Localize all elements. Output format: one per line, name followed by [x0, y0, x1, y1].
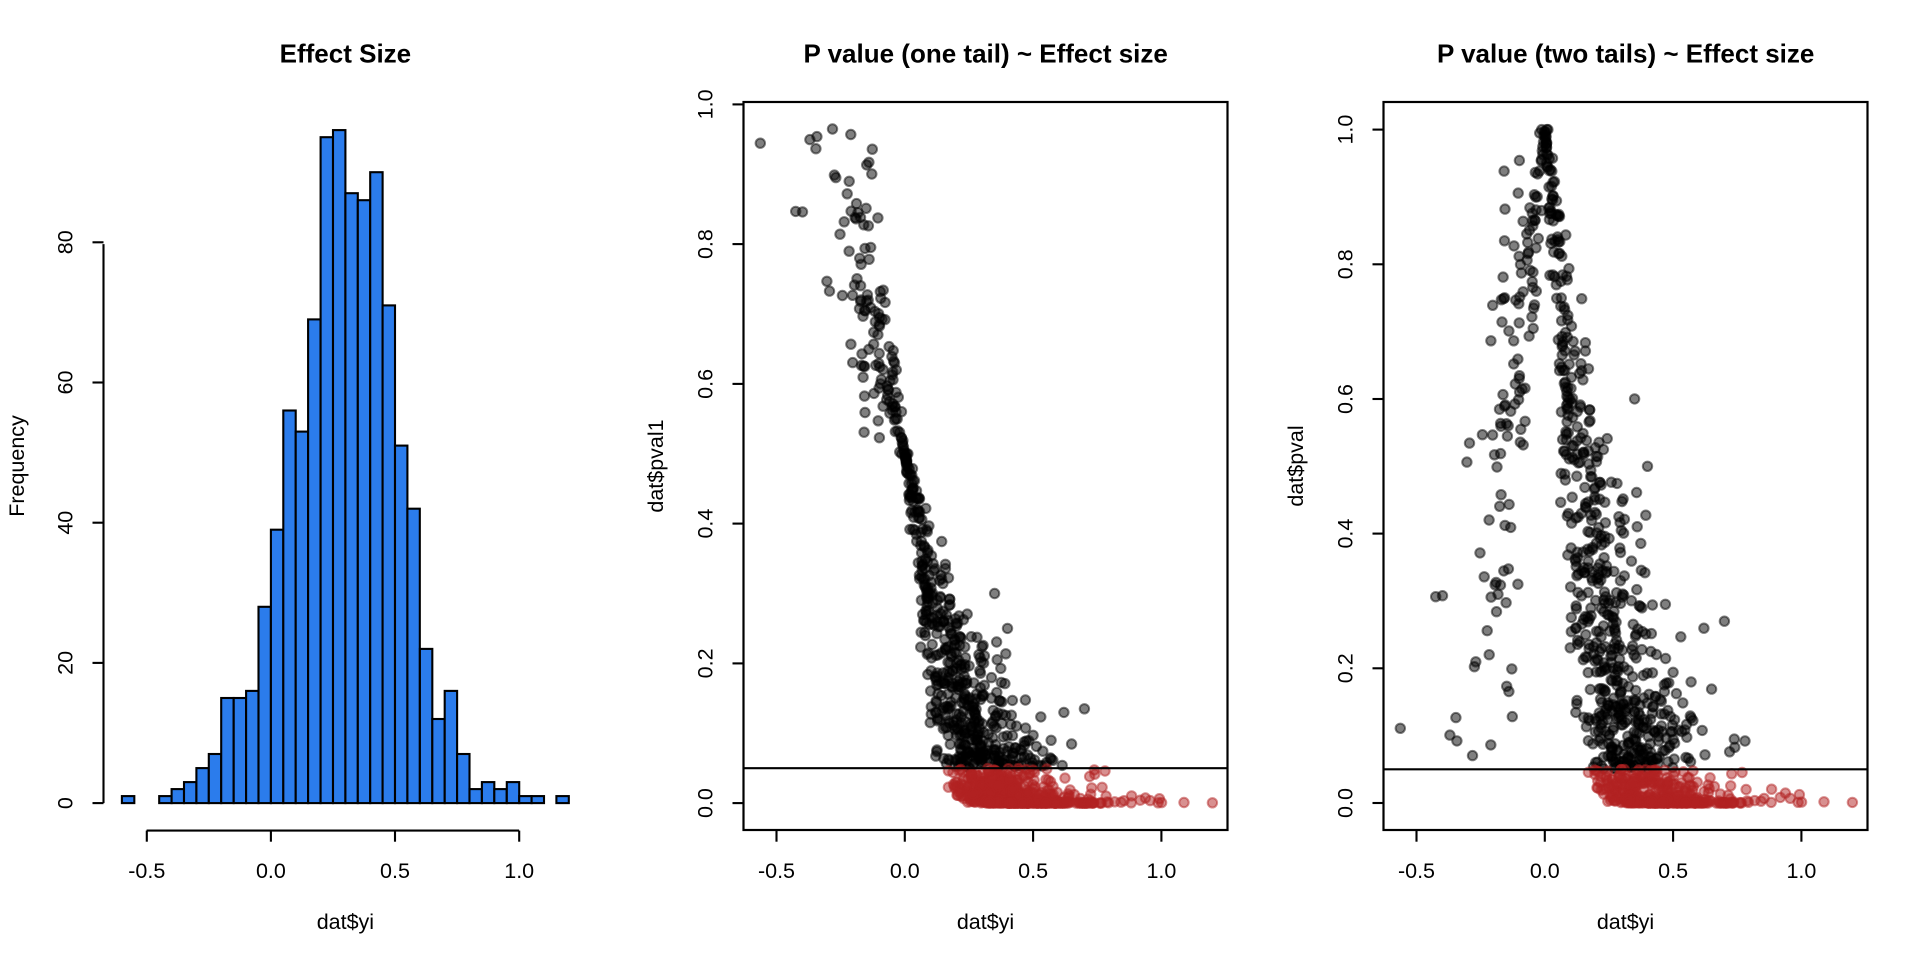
svg-text:1.0: 1.0 [504, 859, 534, 883]
svg-text:0.0: 0.0 [1334, 788, 1358, 818]
svg-text:Effect Size: Effect Size [280, 38, 412, 68]
svg-text:dat$yi: dat$yi [1597, 910, 1654, 934]
svg-text:dat$pval: dat$pval [1284, 425, 1308, 506]
svg-text:0.2: 0.2 [1334, 653, 1358, 683]
svg-text:0: 0 [54, 797, 78, 809]
svg-text:1.0: 1.0 [1146, 859, 1176, 883]
svg-text:20: 20 [54, 651, 78, 675]
svg-text:dat$yi: dat$yi [317, 910, 374, 934]
svg-text:0.6: 0.6 [1334, 384, 1358, 414]
svg-text:0.0: 0.0 [890, 859, 920, 883]
svg-text:0.5: 0.5 [380, 859, 410, 883]
svg-text:40: 40 [54, 511, 78, 535]
svg-text:0.6: 0.6 [694, 369, 718, 399]
svg-text:0.0: 0.0 [694, 788, 718, 818]
svg-text:dat$pval1: dat$pval1 [644, 419, 668, 512]
svg-text:60: 60 [54, 371, 78, 395]
svg-text:dat$yi: dat$yi [957, 910, 1014, 934]
svg-text:0.2: 0.2 [694, 648, 718, 678]
svg-text:0.8: 0.8 [1334, 249, 1358, 279]
svg-text:0.8: 0.8 [694, 229, 718, 259]
svg-text:0.5: 0.5 [1018, 859, 1048, 883]
svg-text:P value (one tail) ~ Effect si: P value (one tail) ~ Effect size [804, 38, 1168, 68]
svg-text:0.0: 0.0 [1530, 859, 1560, 883]
svg-text:0.0: 0.0 [256, 859, 286, 883]
svg-text:P value (two tails) ~ Effect s: P value (two tails) ~ Effect size [1437, 38, 1814, 68]
svg-text:0.4: 0.4 [694, 509, 718, 539]
svg-text:1.0: 1.0 [1786, 859, 1816, 883]
svg-text:-0.5: -0.5 [128, 859, 165, 883]
svg-text:-0.5: -0.5 [1398, 859, 1435, 883]
svg-text:1.0: 1.0 [1334, 115, 1358, 145]
svg-text:1.0: 1.0 [694, 89, 718, 119]
svg-text:0.4: 0.4 [1334, 519, 1358, 549]
svg-text:0.5: 0.5 [1658, 859, 1688, 883]
svg-text:80: 80 [54, 230, 78, 254]
svg-text:Frequency: Frequency [5, 415, 29, 517]
svg-text:-0.5: -0.5 [758, 859, 795, 883]
